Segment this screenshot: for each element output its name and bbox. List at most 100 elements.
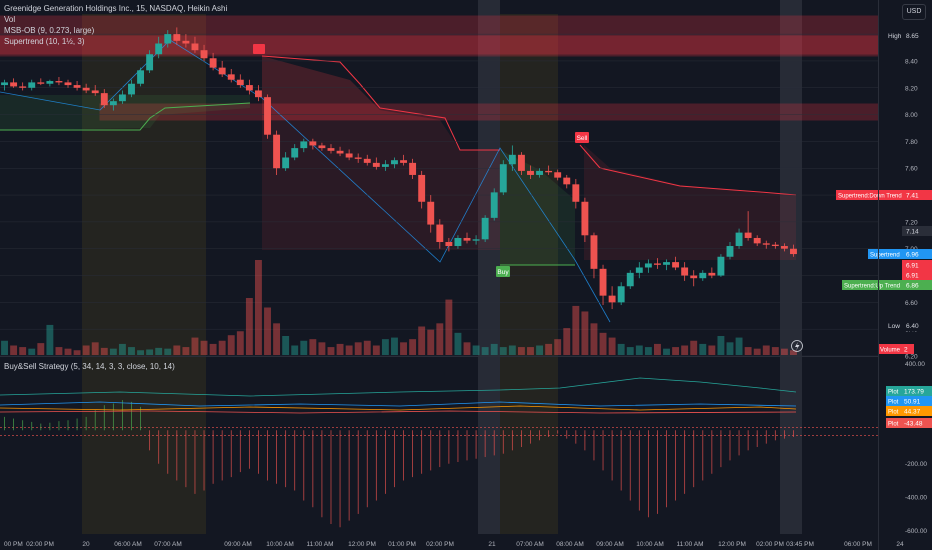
candle-body (282, 157, 290, 169)
candle-body (508, 154, 516, 165)
price-tick-label: 8.00 (905, 112, 918, 119)
time-tick-label: 03:45 PM (786, 541, 814, 548)
candle-body (254, 90, 262, 98)
candle-body (690, 275, 698, 279)
price-tag: 6.91 6.91 (902, 260, 932, 280)
volume-bar (1, 340, 8, 355)
candle-body (372, 162, 380, 167)
candle-body (381, 164, 389, 167)
time-tick-label: 01:00 PM (388, 541, 416, 548)
supertrend-legend[interactable]: Supertrend (10, 1½, 3) (4, 37, 85, 46)
time-tick-label: 20 (82, 541, 90, 548)
candle-body (354, 157, 362, 159)
volume-bar (118, 343, 126, 355)
last-price-value: 7.14 (906, 229, 919, 236)
volume-bar (726, 342, 734, 355)
supertrend-down-line (579, 144, 797, 196)
osc-plot-label: Plot (888, 400, 899, 406)
volume-bar (780, 348, 788, 355)
volume-bar (37, 343, 45, 355)
candle-body (227, 74, 235, 80)
volume-bar (191, 337, 199, 355)
volume-bar (73, 350, 81, 355)
osc-plot-value-tag (902, 386, 932, 396)
candle-body (236, 79, 244, 86)
osc-plot-value-tag (902, 396, 932, 406)
candle-body (599, 268, 607, 296)
zigzag-line (0, 39, 611, 323)
candle-body (363, 158, 371, 163)
candle-body (490, 192, 498, 218)
supertrend-down-tag: Supertrend:Down Trend 7.41 (836, 190, 932, 200)
volume-legend[interactable]: Vol (4, 15, 16, 24)
candle-body (563, 177, 571, 185)
candle-body (708, 272, 716, 276)
candle-body (264, 97, 271, 135)
candle-body (155, 43, 163, 55)
volume-bar (100, 347, 108, 355)
volume-bar (372, 345, 380, 355)
candle-body (300, 141, 308, 149)
price-value-2: 6.91 (906, 273, 919, 280)
order-block-marker (253, 44, 265, 54)
session-shade (780, 0, 802, 534)
price-tick-label: 7.80 (905, 139, 918, 146)
volume-bar (336, 343, 344, 355)
time-tick-label: 09:00 AM (224, 541, 251, 548)
pane-separator[interactable] (0, 356, 878, 357)
candle-body (128, 83, 135, 95)
candle-body (454, 237, 462, 247)
high-value: 8.65 (906, 33, 919, 40)
osc-plot-value-tag (902, 406, 932, 416)
candle-body (762, 243, 770, 245)
volume-bar (753, 348, 761, 355)
supertrend-label: Supertrend (870, 253, 900, 259)
osc-plot-line (0, 401, 797, 407)
session-shade (478, 0, 500, 534)
candle-body (517, 154, 525, 171)
volume-bar (46, 324, 54, 355)
candle-body (182, 40, 190, 44)
candle-body (472, 239, 480, 241)
lightning-icon[interactable] (791, 340, 803, 352)
volume-bar (273, 323, 281, 355)
candle-body (436, 224, 444, 242)
currency-button[interactable]: USD (902, 4, 926, 20)
volume-bar (463, 342, 471, 355)
volume-bar (64, 348, 72, 355)
candle-body (46, 81, 54, 84)
candle-body (753, 237, 761, 244)
osc-plot-tag (886, 406, 902, 416)
osc-plot-value: -43.48 (904, 421, 923, 428)
candle-body (146, 54, 154, 71)
candle-body (617, 286, 625, 303)
last-price-tag: 7.14 (902, 226, 932, 236)
volume-bar (173, 345, 181, 355)
time-tick-label: 21 (488, 541, 496, 548)
time-tick-label: 06:00 PM (844, 541, 872, 548)
volume-bar (164, 348, 172, 355)
volume-bar (608, 337, 616, 355)
candle-body (635, 267, 643, 273)
candle-body (545, 170, 553, 173)
volume-bar (744, 347, 752, 355)
chart-title[interactable]: Greenidge Generation Holdings Inc., 15, … (4, 4, 228, 13)
msb-legend[interactable]: MSB-OB (9, 0.273, large) (4, 26, 95, 35)
volume-bar (626, 347, 634, 355)
candle-body (735, 232, 743, 247)
osc-plot-value-tag (902, 418, 932, 428)
volume-bar (418, 326, 426, 355)
candle-body (100, 93, 108, 106)
osc-tick-label: -400.00 (905, 495, 927, 502)
oscillator-legend[interactable]: Buy&Sell Strategy (5, 34, 14, 3, 3, clos… (4, 362, 175, 371)
osc-plot-tag (886, 418, 902, 428)
candle-body (118, 94, 126, 102)
sell-label: Sell (577, 135, 588, 142)
price-tick-label: 6.20 (905, 354, 918, 361)
supertrend-up-label: Supertrend:Up Trend (844, 284, 900, 290)
time-tick-label: 12:00 PM (348, 541, 376, 548)
osc-tick-label: 400.00 (905, 361, 925, 368)
volume-bar (771, 347, 779, 355)
volume-bar (28, 348, 36, 355)
